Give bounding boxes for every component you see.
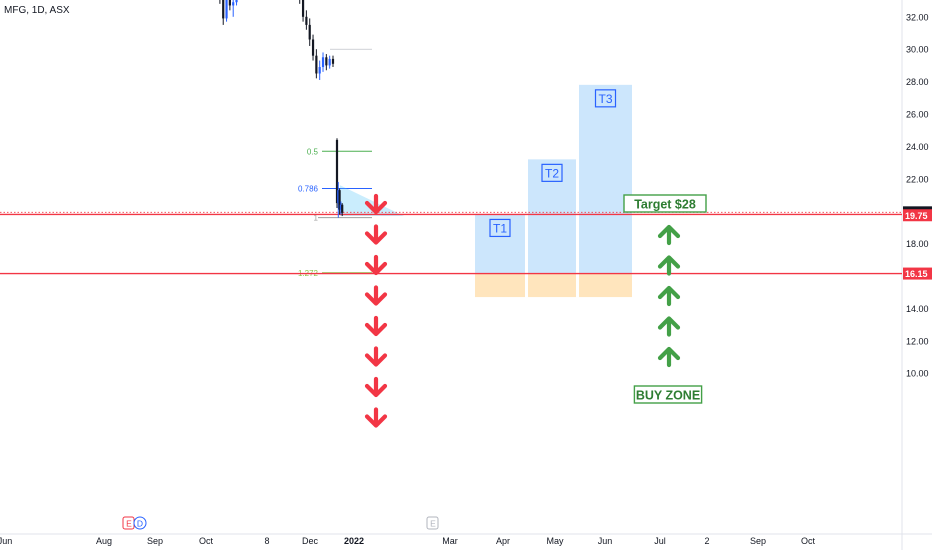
candle-body	[337, 190, 340, 204]
y-tick-label: 12.00	[906, 336, 929, 346]
up-arrow-icon	[657, 255, 681, 276]
candle-body	[339, 204, 342, 210]
target-box	[475, 214, 525, 274]
candle-body	[321, 57, 325, 68]
earnings-marker-icon	[426, 516, 439, 530]
fib-level-label: 0.5	[307, 147, 319, 156]
y-tick-label: 22.00	[906, 174, 929, 184]
buy-zone-box	[475, 273, 525, 298]
candle-body	[311, 39, 315, 56]
candle-body	[335, 139, 339, 204]
x-tick-label: 2022	[344, 536, 364, 546]
projection-triangle	[340, 185, 404, 217]
symbol-header: MFG, 1D, ASX	[4, 5, 70, 16]
price-tag	[903, 209, 932, 222]
up-arrow-icon	[657, 346, 681, 368]
buy-zone-label: BUY ZONE	[636, 389, 700, 403]
x-tick-label: Jun	[598, 536, 613, 546]
target-label-frame	[489, 218, 511, 238]
up-arrow-icon	[657, 285, 681, 307]
x-tick-label: Aug	[96, 536, 112, 546]
candle-body	[228, 0, 231, 6]
dividend-marker-icon	[133, 516, 147, 530]
candle-body	[341, 204, 344, 213]
up-arrow-icon	[657, 224, 681, 246]
candle-body	[235, 0, 238, 3]
target-box	[528, 159, 576, 274]
target-label: T3	[598, 92, 612, 106]
x-tick-label: Apr	[496, 536, 510, 546]
y-tick-label: 28.00	[906, 77, 929, 87]
y-tick-label: 32.00	[906, 12, 929, 22]
event-marker-label: E	[430, 519, 436, 529]
buy-zone-box	[579, 273, 632, 298]
candle-body	[338, 190, 341, 210]
candle-body	[331, 58, 335, 64]
event-marker-label: E	[126, 519, 132, 529]
down-arrow-icon	[364, 315, 388, 337]
buy-zone-box	[528, 273, 576, 298]
candle-body	[325, 57, 328, 66]
price-tag-label: 16.15	[905, 269, 928, 279]
target-box	[579, 84, 632, 274]
candle-body	[315, 55, 318, 74]
x-tick-label: Dec	[302, 536, 319, 546]
down-arrow-icon	[364, 285, 388, 306]
candle-body	[308, 24, 311, 40]
x-tick-label: Sep	[750, 536, 766, 546]
event-marker-label: D	[137, 519, 143, 529]
x-tick-label: Jul	[654, 536, 666, 546]
y-tick-label: 30.00	[906, 45, 929, 55]
candle-body	[225, 0, 228, 19]
x-tick-label: Oct	[801, 536, 816, 546]
candle-body	[232, 2, 235, 6]
candle-body	[318, 67, 321, 74]
fib-level-label: 1	[314, 214, 319, 223]
x-tick-label: Jun	[0, 536, 12, 546]
x-tick-label: Mar	[442, 536, 458, 546]
y-tick-label: 24.00	[906, 142, 929, 152]
down-arrow-icon	[364, 193, 388, 215]
target-label-frame	[541, 163, 563, 182]
candle-body	[328, 58, 331, 66]
down-arrow-icon	[364, 346, 388, 367]
y-tick-label: 26.00	[906, 110, 929, 120]
down-arrow-icon	[364, 254, 388, 276]
candle-body	[222, 0, 225, 19]
x-tick-label: 2	[704, 536, 709, 546]
x-tick-label: 8	[264, 536, 269, 546]
x-tick-label: Sep	[147, 536, 163, 546]
down-arrow-icon	[364, 376, 388, 398]
x-tick-label: May	[546, 536, 564, 546]
down-arrow-icon	[364, 407, 388, 428]
buy-zone-label-frame	[633, 385, 703, 404]
target-price-label-frame	[623, 194, 707, 213]
down-arrow-icon	[364, 224, 388, 245]
y-tick-label: 14.00	[906, 304, 929, 314]
target-label: T2	[545, 166, 559, 180]
target-label: T1	[493, 221, 507, 235]
fib-level-label: 0.786	[298, 185, 319, 194]
up-arrow-icon	[657, 316, 681, 337]
candle-body	[305, 16, 308, 25]
x-tick-label: Oct	[199, 536, 214, 546]
y-tick-label: 10.00	[906, 369, 929, 379]
price-tag	[903, 267, 932, 280]
price-tag-label: 19.75	[905, 211, 928, 221]
target-label-frame	[594, 89, 617, 108]
y-tick-label: 18.00	[906, 239, 929, 249]
candle-body	[301, 0, 305, 17]
target-price-label: Target $28	[634, 198, 696, 212]
